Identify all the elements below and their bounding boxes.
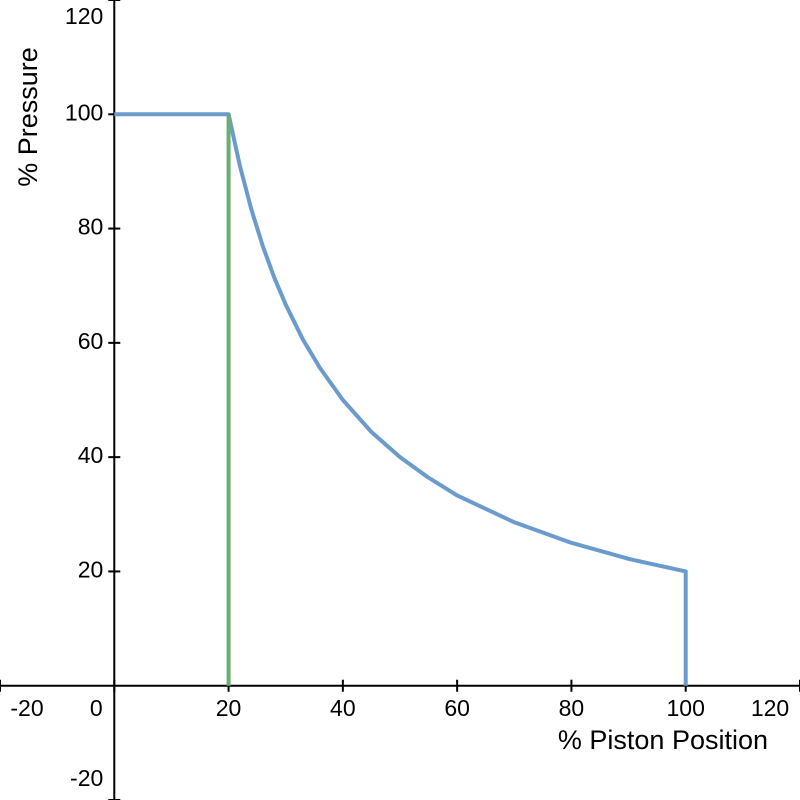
- y-axis-label: % Pressure: [13, 47, 43, 187]
- y-tick-label: 20: [78, 557, 104, 583]
- y-tick-label: 100: [65, 99, 103, 125]
- x-tick-label: 100: [667, 695, 705, 721]
- line-series: [114, 112, 688, 686]
- x-tick-label: 20: [216, 695, 242, 721]
- x-axis-label: % Piston Position: [558, 725, 768, 755]
- x-tick-label: 120: [751, 695, 789, 721]
- x-tick-label: -20: [10, 695, 43, 721]
- x-tick-label: 0: [90, 695, 103, 721]
- y-tick-label: -20: [70, 765, 103, 791]
- y-tick-label: 80: [78, 214, 104, 240]
- x-tick-label: 60: [444, 695, 470, 721]
- y-tick-label: 40: [78, 442, 104, 468]
- y-tick-label: 120: [65, 3, 103, 29]
- y-tick-label: 60: [78, 328, 104, 354]
- x-tick-label: 40: [330, 695, 356, 721]
- x-tick-label: 80: [559, 695, 585, 721]
